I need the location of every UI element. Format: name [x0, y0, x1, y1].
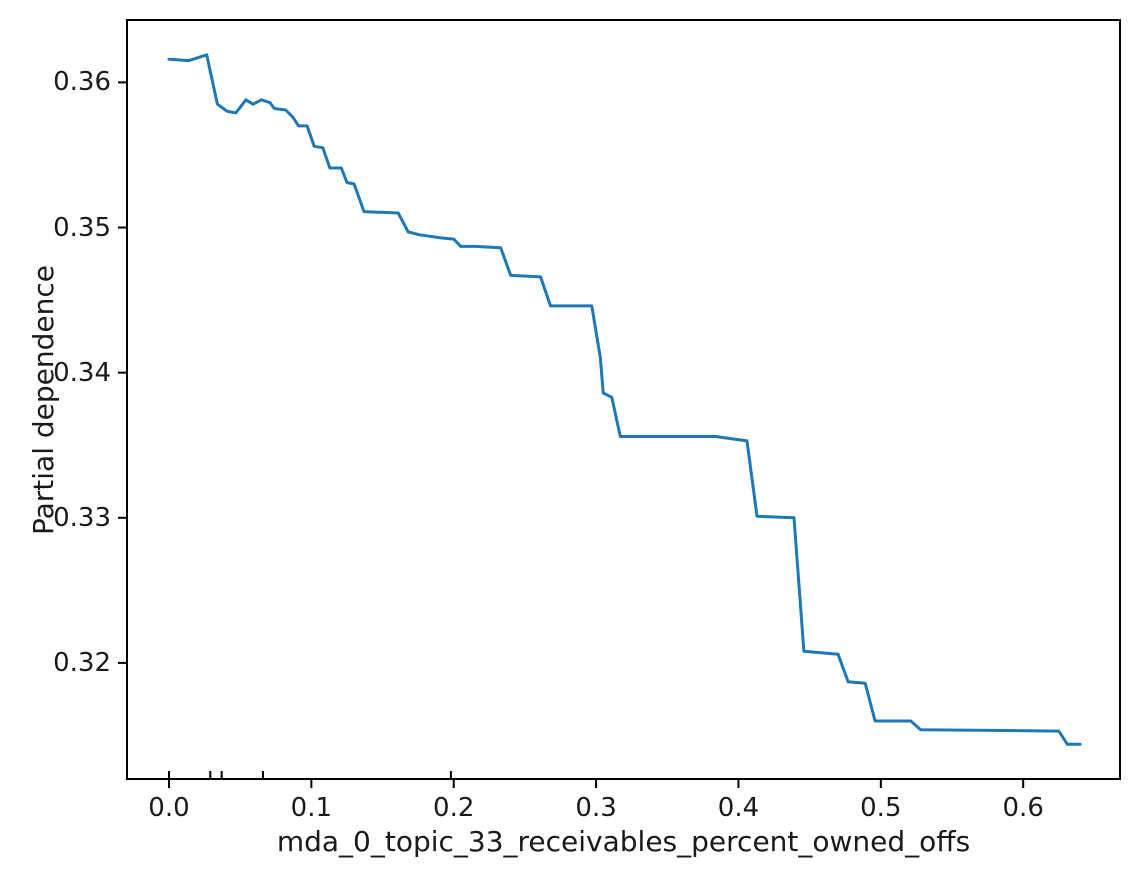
x-tick-label: 0.6	[1002, 793, 1044, 823]
axis-ticks	[118, 81, 1025, 788]
x-tick-label: 0.2	[433, 793, 475, 823]
y-tick-label: 0.34	[53, 357, 111, 388]
partial-dependence-line	[167, 53, 1082, 746]
x-tick-label: 0.5	[860, 793, 902, 823]
x-tick-label: 0.1	[290, 793, 333, 823]
x-tick-label: 0.3	[575, 793, 617, 823]
x-axis-label: mda_0_topic_33_receivables_percent_owned…	[276, 825, 971, 858]
y-tick-label: 0.36	[53, 67, 111, 98]
y-tick-label: 0.32	[53, 647, 111, 678]
x-tick-label: 0.4	[717, 793, 760, 823]
y-tick-label: 0.35	[53, 212, 111, 243]
y-tick-label: 0.33	[53, 502, 111, 533]
x-tick-label: 0.0	[148, 793, 190, 823]
decile-rug-marks	[167, 771, 452, 778]
y-axis-label: Partial dependence	[27, 264, 60, 535]
plot-border	[126, 19, 1121, 780]
